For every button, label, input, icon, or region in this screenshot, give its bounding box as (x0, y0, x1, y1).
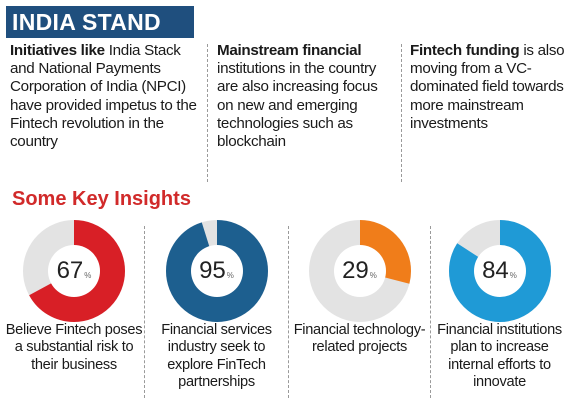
insight-1-unit: % (84, 271, 92, 280)
insight-1-value: 67 (56, 257, 84, 284)
insight-4-value: 84 (482, 257, 509, 284)
insight-2-unit: % (226, 271, 234, 280)
ring-chart (308, 220, 411, 322)
insights-title: Some Key Insights (12, 188, 191, 210)
initiative-3-lead: Fintech funding (410, 42, 520, 59)
insight-3-unit: % (369, 271, 377, 280)
ring-fill (23, 220, 125, 322)
ring-chart (165, 220, 268, 322)
initiative-2-text: institutions in the country are also inc… (217, 60, 378, 151)
ring-center: 67% (48, 245, 100, 297)
percentage-ring: 29% (307, 218, 413, 324)
insight-3-caption: Financial technology-related projects (293, 322, 426, 356)
ring-fill (308, 220, 411, 322)
insight-4-caption: Financial institutions plan to increase … (437, 322, 562, 391)
initiative-1-text: India Stack and National Payments Corpor… (10, 42, 197, 151)
initiative-3-text: is also moving from a VC-dominated field… (410, 42, 565, 132)
insight-1-caption: Believe Fintech poses a substantial risk… (5, 322, 143, 373)
column-divider-2 (401, 44, 402, 182)
initiative-column-2: Mainstream financial institutions in the… (217, 42, 395, 151)
ring-center: 95% (190, 245, 243, 297)
initiative-2-lead: Mainstream financial (217, 42, 362, 59)
insight-divider-1 (144, 226, 145, 398)
ring-chart (23, 220, 125, 322)
initiative-1-lead: Initiatives like (10, 42, 105, 59)
insight-2-value: 95 (199, 257, 226, 284)
percentage-ring: 84% (447, 218, 553, 324)
ring-center: 29% (333, 245, 386, 297)
ring-fill (165, 220, 268, 322)
ring-fill (448, 220, 551, 322)
section-title: INDIA STAND (6, 6, 194, 38)
percentage-ring: 67% (21, 218, 127, 324)
column-divider-1 (207, 44, 208, 182)
initiative-column-3: Fintech funding is also moving from a VC… (410, 42, 566, 133)
insight-4-unit: % (509, 271, 517, 280)
initiative-column-1: Initiatives like India Stack and Nationa… (10, 42, 202, 151)
insight-divider-2 (288, 226, 289, 398)
insight-3-value: 29 (342, 257, 369, 284)
ring-center: 84% (473, 245, 526, 297)
ring-chart (448, 220, 551, 322)
insight-divider-3 (430, 226, 431, 398)
insight-2-caption: Financial services industry seek to expl… (161, 322, 272, 391)
percentage-ring: 95% (164, 218, 270, 324)
